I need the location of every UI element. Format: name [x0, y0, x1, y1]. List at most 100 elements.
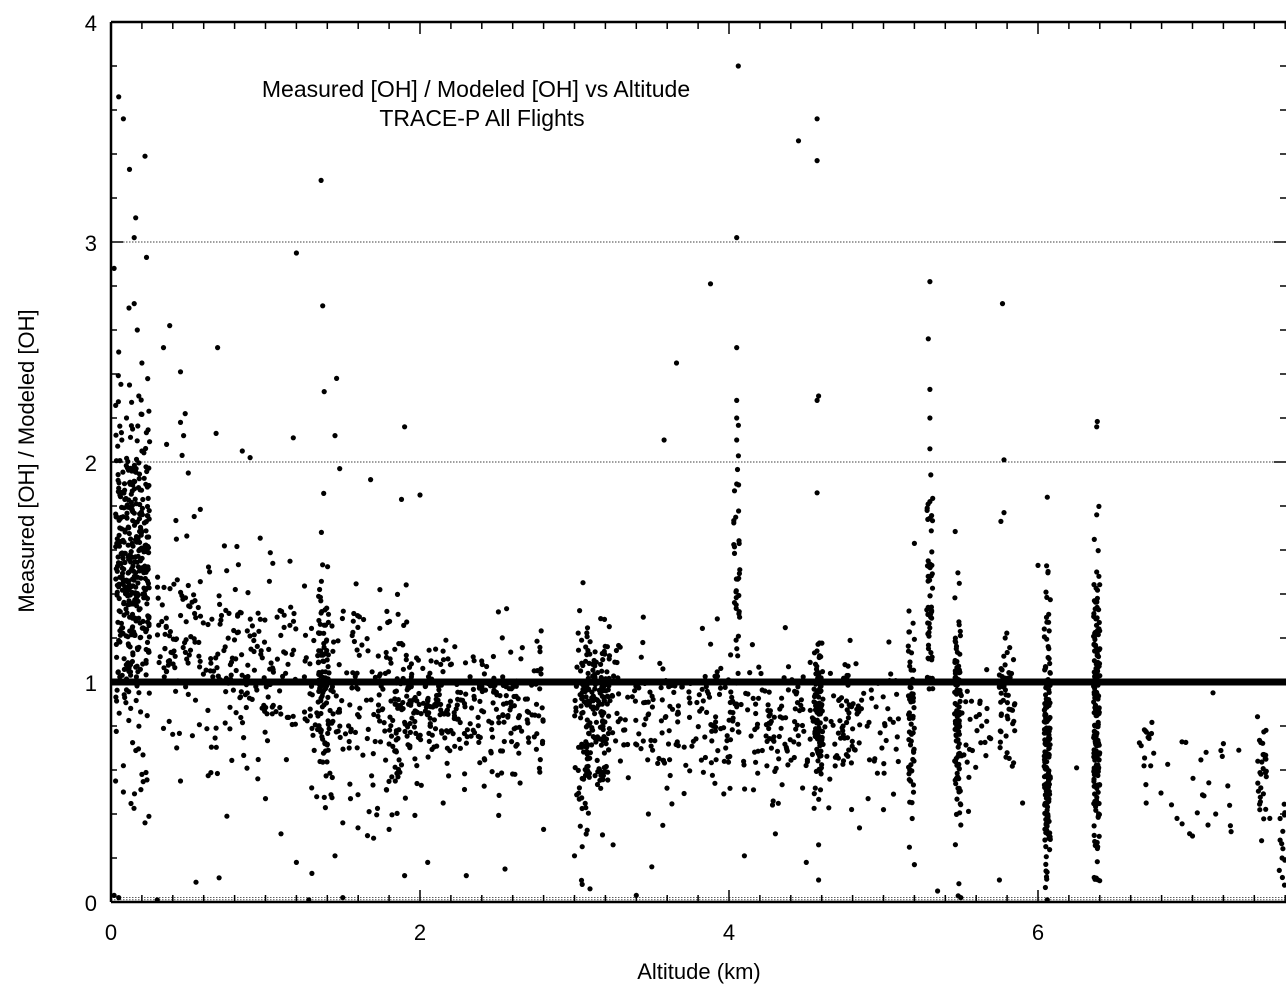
data-point: [598, 785, 604, 791]
data-point: [696, 692, 702, 698]
data-point: [1257, 807, 1263, 813]
data-point: [1041, 726, 1048, 733]
data-point: [329, 795, 335, 801]
data-point: [605, 777, 611, 783]
data-point: [1094, 512, 1100, 518]
data-point: [160, 725, 167, 732]
data-point: [318, 177, 324, 183]
data-point: [736, 611, 742, 617]
data-point: [444, 760, 450, 766]
data-point: [516, 713, 523, 719]
data-point: [392, 646, 398, 652]
data-point: [1146, 735, 1152, 742]
data-point: [736, 508, 742, 514]
data-point: [212, 735, 218, 741]
data-point: [125, 504, 131, 510]
data-point: [907, 799, 913, 805]
data-point: [455, 696, 461, 702]
data-point: [134, 327, 140, 333]
data-point: [215, 345, 221, 351]
data-point: [617, 758, 624, 764]
data-point: [888, 671, 894, 677]
data-point: [1046, 716, 1052, 722]
data-point: [185, 691, 191, 698]
data-point: [116, 349, 122, 355]
data-point: [817, 741, 823, 747]
data-point: [1043, 854, 1049, 860]
data-point: [329, 623, 335, 629]
data-point: [580, 662, 586, 669]
data-point: [831, 693, 837, 699]
data-point: [386, 741, 392, 747]
data-point: [717, 685, 724, 691]
data-point: [309, 870, 315, 877]
data-point: [812, 733, 818, 740]
data-point: [1010, 657, 1017, 663]
data-point: [771, 714, 777, 720]
data-point: [1143, 729, 1149, 735]
data-point: [601, 765, 607, 771]
data-point: [839, 703, 845, 709]
data-point: [251, 632, 257, 638]
data-point: [216, 593, 222, 599]
data-point: [661, 437, 667, 443]
data-point: [793, 726, 799, 732]
data-point: [997, 739, 1004, 745]
data-point: [435, 697, 441, 703]
data-point: [354, 745, 360, 751]
data-point: [138, 787, 144, 793]
data-point: [578, 877, 585, 883]
data-point: [955, 570, 961, 576]
data-point: [352, 729, 358, 736]
data-point: [477, 698, 483, 705]
data-point: [1174, 815, 1180, 822]
data-point: [1042, 884, 1048, 891]
data-point: [302, 632, 309, 638]
data-point: [239, 720, 246, 726]
data-point: [832, 763, 838, 769]
data-point: [664, 785, 670, 791]
data-point: [777, 714, 783, 720]
y-axis-title: Measured [OH] / Modeled [OH]: [14, 309, 39, 612]
data-point: [403, 652, 409, 658]
data-point: [957, 633, 964, 639]
data-point: [1094, 730, 1100, 736]
data-point: [1044, 494, 1050, 500]
data-point: [189, 733, 195, 739]
data-point: [823, 716, 829, 722]
data-point: [606, 747, 612, 753]
data-point: [662, 714, 668, 721]
data-point: [173, 636, 180, 642]
data-point: [440, 800, 446, 806]
data-point: [354, 670, 360, 676]
data-point: [753, 710, 759, 717]
data-point: [143, 769, 149, 776]
data-point: [1003, 733, 1009, 739]
data-point: [426, 647, 432, 653]
data-point: [707, 281, 714, 287]
data-point: [1094, 418, 1100, 425]
data-point: [1046, 700, 1053, 706]
data-point: [598, 661, 604, 668]
data-point: [387, 656, 393, 662]
data-point: [583, 658, 589, 664]
data-point: [722, 684, 728, 691]
data-point: [311, 747, 317, 754]
data-point: [906, 764, 912, 770]
data-point: [139, 771, 145, 778]
data-point: [351, 638, 357, 645]
data-point: [377, 739, 384, 745]
data-point: [1093, 616, 1099, 622]
data-point: [667, 757, 673, 763]
data-point: [401, 622, 407, 629]
data-point: [404, 733, 410, 739]
data-point: [733, 602, 739, 608]
data-point: [400, 666, 406, 672]
data-point: [584, 625, 591, 631]
data-point: [126, 592, 133, 598]
data-point: [713, 714, 719, 720]
data-point: [524, 708, 530, 715]
data-point: [597, 777, 603, 783]
data-point: [387, 714, 393, 720]
data-point: [724, 733, 730, 739]
